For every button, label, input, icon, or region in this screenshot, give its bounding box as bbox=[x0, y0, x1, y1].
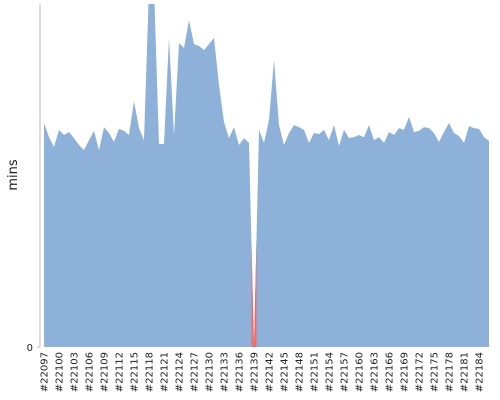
x-tick-label: #22115 bbox=[130, 352, 141, 392]
x-tick-label: #22145 bbox=[280, 352, 291, 392]
x-tick-label: #22121 bbox=[160, 352, 171, 392]
area bbox=[44, 4, 489, 347]
plot-area bbox=[44, 4, 489, 347]
x-tick-label: #22148 bbox=[295, 352, 306, 392]
x-tick-label: #22172 bbox=[415, 352, 426, 392]
x-tick-label: #22160 bbox=[355, 352, 366, 392]
failed-build bbox=[251, 238, 257, 347]
y-axis-label: mins bbox=[6, 159, 21, 191]
x-tick-label: #22151 bbox=[310, 352, 321, 392]
x-tick-label: #22163 bbox=[370, 352, 381, 392]
x-tick-label: #22112 bbox=[115, 352, 126, 392]
x-tick-label: #22100 bbox=[55, 352, 66, 392]
x-tick-label: #22175 bbox=[430, 352, 441, 392]
x-tick-label: #22178 bbox=[445, 352, 456, 392]
x-tick-label: #22157 bbox=[340, 352, 351, 392]
x-tick-label: #22118 bbox=[145, 352, 156, 392]
x-tick-label: #22124 bbox=[175, 352, 186, 392]
x-tick-label: #22184 bbox=[475, 352, 486, 392]
x-tick-label: #22166 bbox=[385, 352, 396, 392]
x-tick-label: #22109 bbox=[100, 352, 111, 392]
x-tick-label: #22139 bbox=[250, 352, 261, 392]
x-tick-label: #22169 bbox=[400, 352, 411, 392]
y-tick-label: 0 bbox=[27, 343, 33, 354]
x-tick-label: #22106 bbox=[85, 352, 96, 392]
x-tick-label: #22181 bbox=[460, 352, 471, 392]
x-tick-label: #22136 bbox=[235, 352, 246, 392]
x-tick-label: #22127 bbox=[190, 352, 201, 392]
x-tick-label: #22097 bbox=[40, 352, 51, 392]
x-tick-label: #22130 bbox=[205, 352, 216, 392]
x-tick-label: #22103 bbox=[70, 352, 81, 392]
x-tick-label: #22142 bbox=[265, 352, 276, 392]
x-tick-label: #22133 bbox=[220, 352, 231, 392]
x-tick-label: #22154 bbox=[325, 352, 336, 392]
